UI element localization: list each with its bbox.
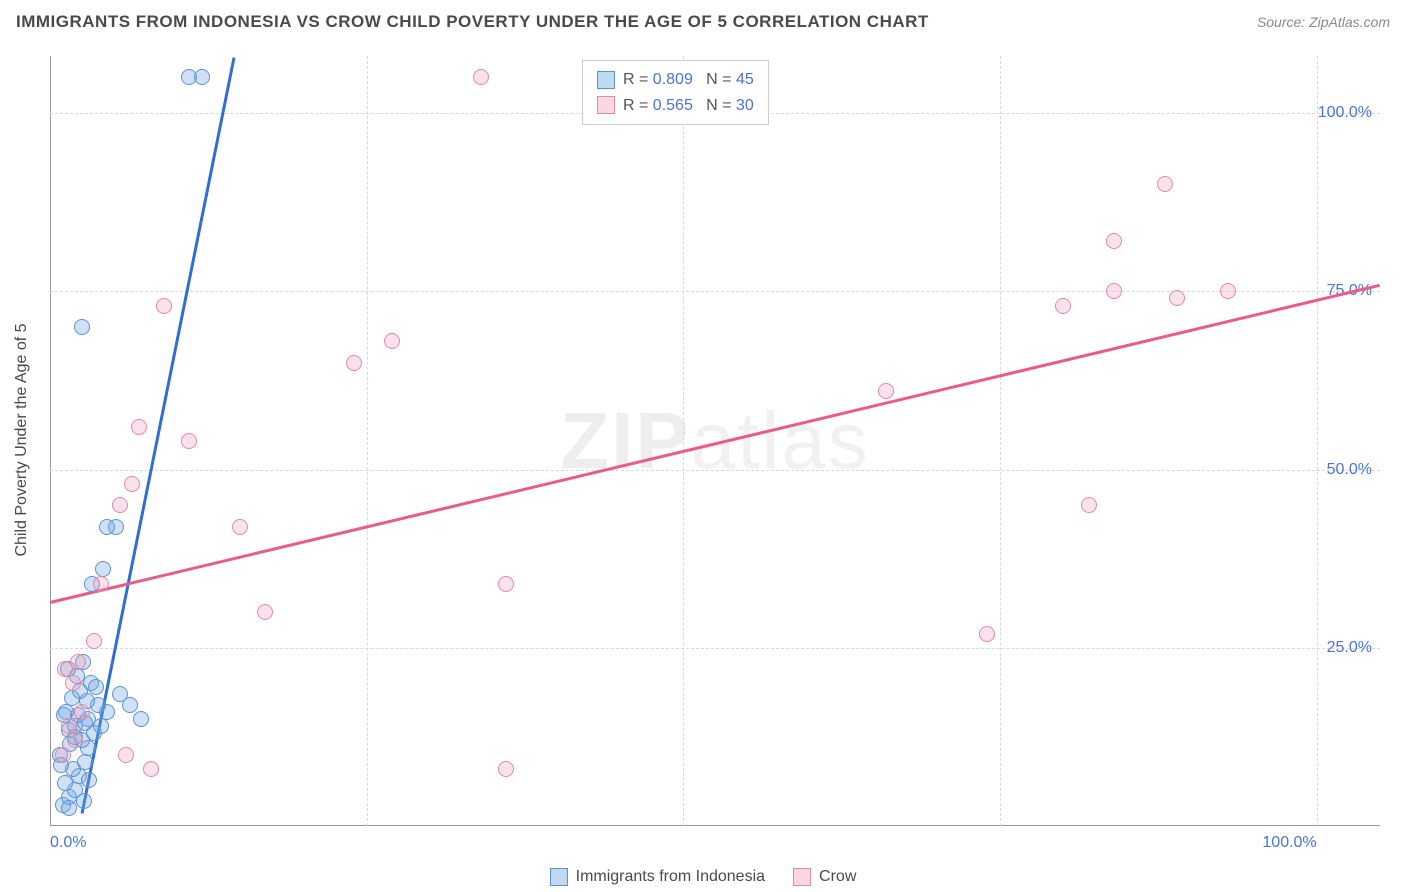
source-label: Source: ZipAtlas.com bbox=[1257, 14, 1390, 30]
data-point bbox=[131, 419, 147, 435]
data-point bbox=[473, 69, 489, 85]
data-point bbox=[1106, 283, 1122, 299]
watermark: ZIPatlas bbox=[560, 395, 869, 487]
data-point bbox=[143, 761, 159, 777]
gridline-v bbox=[1317, 56, 1318, 826]
x-tick-label: 100.0% bbox=[1262, 834, 1316, 852]
trend-line bbox=[50, 284, 1381, 604]
legend-item-b: Crow bbox=[793, 868, 856, 886]
data-point bbox=[74, 704, 90, 720]
y-axis-label: Child Poverty Under the Age of 5 bbox=[13, 323, 31, 556]
x-axis-line bbox=[50, 825, 1380, 826]
legend-bottom: Immigrants from Indonesia Crow bbox=[0, 868, 1406, 886]
legend-row: R = 0.809 N = 45 bbox=[597, 67, 754, 93]
data-point bbox=[70, 654, 86, 670]
data-point bbox=[194, 69, 210, 85]
data-point bbox=[124, 476, 140, 492]
data-point bbox=[118, 747, 134, 763]
data-point bbox=[93, 576, 109, 592]
header: IMMIGRANTS FROM INDONESIA VS CROW CHILD … bbox=[0, 0, 1406, 44]
data-point bbox=[346, 355, 362, 371]
data-point bbox=[257, 604, 273, 620]
data-point bbox=[1220, 283, 1236, 299]
y-tick-label: 50.0% bbox=[1327, 461, 1372, 479]
gridline-h bbox=[50, 648, 1380, 649]
legend-row: R = 0.565 N = 30 bbox=[597, 93, 754, 119]
data-point bbox=[99, 519, 115, 535]
data-point bbox=[122, 697, 138, 713]
plot-area: ZIPatlas 25.0%50.0%75.0%100.0%0.0%100.0%… bbox=[50, 56, 1380, 826]
legend-label-a: Immigrants from Indonesia bbox=[576, 868, 765, 886]
watermark-bold: ZIP bbox=[560, 396, 690, 485]
gridline-v bbox=[1000, 56, 1001, 826]
gridline-v bbox=[683, 56, 684, 826]
chart-container: IMMIGRANTS FROM INDONESIA VS CROW CHILD … bbox=[0, 0, 1406, 892]
gridline-v bbox=[367, 56, 368, 826]
data-point bbox=[1081, 497, 1097, 513]
legend-swatch-a bbox=[550, 868, 568, 886]
chart-title: IMMIGRANTS FROM INDONESIA VS CROW CHILD … bbox=[16, 12, 929, 32]
y-axis-line bbox=[50, 56, 51, 826]
data-point bbox=[498, 576, 514, 592]
data-point bbox=[77, 754, 93, 770]
legend-swatch bbox=[597, 71, 615, 89]
data-point bbox=[61, 718, 77, 734]
x-tick-label: 0.0% bbox=[50, 834, 86, 852]
data-point bbox=[979, 626, 995, 642]
legend-stat-text: R = 0.809 N = 45 bbox=[623, 67, 754, 93]
data-point bbox=[384, 333, 400, 349]
data-point bbox=[67, 732, 83, 748]
legend-top: R = 0.809 N = 45R = 0.565 N = 30 bbox=[582, 60, 769, 125]
data-point bbox=[55, 747, 71, 763]
legend-swatch-b bbox=[793, 868, 811, 886]
data-point bbox=[156, 298, 172, 314]
data-point bbox=[232, 519, 248, 535]
data-point bbox=[181, 433, 197, 449]
data-point bbox=[133, 711, 149, 727]
data-point bbox=[88, 679, 104, 695]
y-tick-label: 100.0% bbox=[1318, 104, 1372, 122]
data-point bbox=[1169, 290, 1185, 306]
legend-label-b: Crow bbox=[819, 868, 856, 886]
data-point bbox=[76, 793, 92, 809]
data-point bbox=[1055, 298, 1071, 314]
legend-item-a: Immigrants from Indonesia bbox=[550, 868, 765, 886]
data-point bbox=[81, 772, 97, 788]
data-point bbox=[61, 800, 77, 816]
legend-swatch bbox=[597, 96, 615, 114]
data-point bbox=[86, 633, 102, 649]
data-point bbox=[74, 319, 90, 335]
data-point bbox=[112, 497, 128, 513]
data-point bbox=[498, 761, 514, 777]
legend-stat-text: R = 0.565 N = 30 bbox=[623, 93, 754, 119]
y-tick-label: 25.0% bbox=[1327, 639, 1372, 657]
data-point bbox=[1157, 176, 1173, 192]
data-point bbox=[878, 383, 894, 399]
data-point bbox=[1106, 233, 1122, 249]
data-point bbox=[65, 675, 81, 691]
gridline-h bbox=[50, 470, 1380, 471]
